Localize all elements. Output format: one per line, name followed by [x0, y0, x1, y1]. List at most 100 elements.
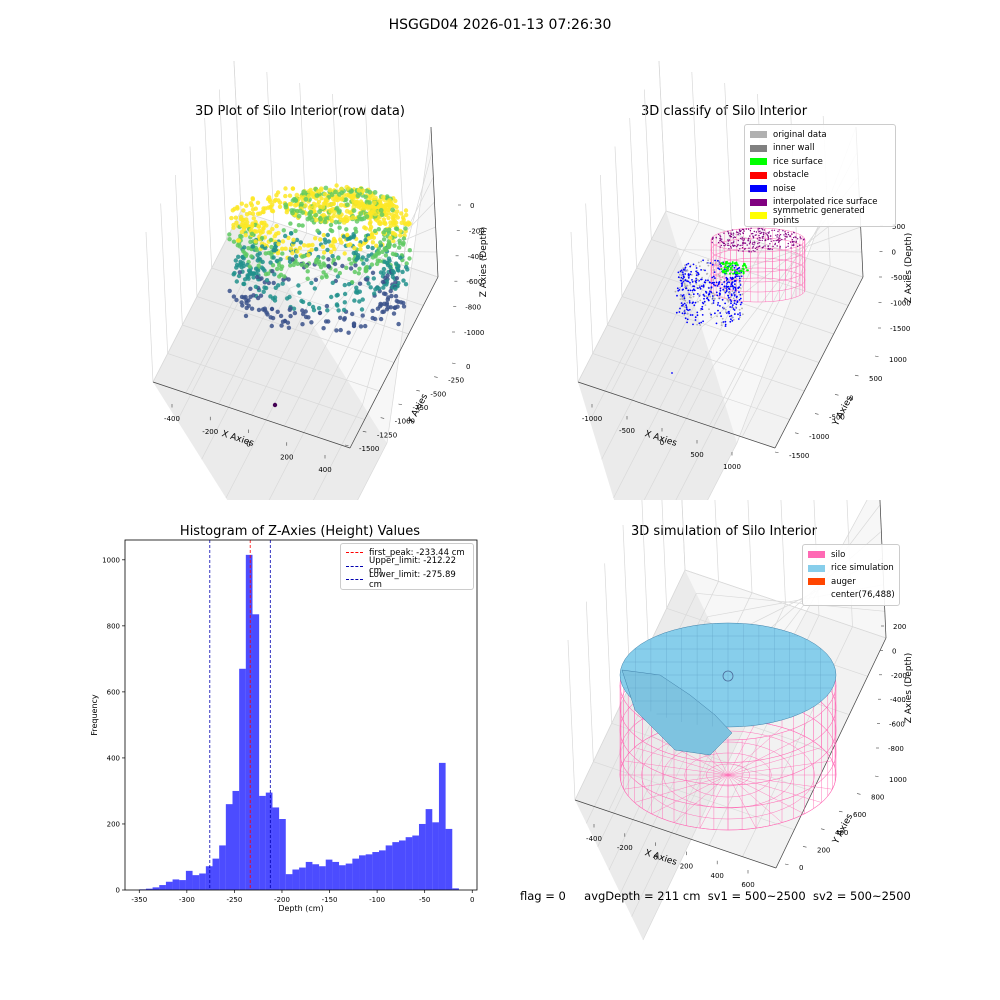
figure-title: HSGGD04 2026-01-13 07:26:30 [388, 17, 612, 33]
data-point [373, 195, 378, 201]
interpolated-point [786, 235, 788, 237]
data-point [407, 248, 412, 253]
x-tick-label: -200 [274, 896, 290, 904]
data-point [294, 202, 299, 208]
interpolated-point [734, 245, 736, 247]
grid-line [357, 442, 388, 500]
data-point [319, 275, 325, 280]
noise-point [686, 269, 689, 272]
y-tick-label: 600 [853, 811, 866, 819]
data-point [310, 304, 316, 310]
data-point [381, 230, 386, 235]
back-pane [241, 127, 438, 443]
noise-point [694, 319, 697, 321]
noise-point [679, 287, 681, 289]
interpolated-point [732, 242, 735, 244]
silo-ring [710, 267, 806, 293]
data-point [368, 211, 373, 217]
silo-floor-spoke [727, 721, 757, 776]
noise-point [728, 312, 730, 315]
histogram-bar [252, 614, 260, 890]
data-point [288, 306, 293, 311]
noise-point [714, 312, 716, 315]
noise-point [697, 272, 699, 274]
data-point [291, 237, 296, 242]
data-point [323, 319, 329, 324]
x-tick-label: -300 [179, 896, 195, 904]
data-point [236, 254, 241, 259]
interpolated-point [793, 232, 795, 234]
y-tick [838, 810, 843, 813]
y-tick [774, 451, 779, 454]
data-point [370, 308, 375, 313]
legend-item-symmetric-generated-points: symmetric generated points [750, 206, 890, 226]
interpolated-point [773, 240, 775, 242]
noise-point [676, 287, 679, 290]
z-tick-label: -500 [891, 274, 907, 282]
data-point [398, 233, 403, 238]
data-point [392, 220, 397, 226]
data-point [307, 301, 312, 307]
noise-point [679, 270, 682, 273]
panel-4-y-ticks: 1000 800 600 400 200 0 [784, 775, 907, 872]
data-point [288, 221, 293, 226]
noise-point [730, 314, 733, 317]
noise-point [706, 297, 709, 299]
data-point [268, 294, 273, 299]
data-point [279, 323, 284, 328]
interpolated-point [761, 247, 763, 249]
data-point [394, 212, 399, 217]
data-point [259, 276, 264, 281]
interpolated-point [737, 243, 739, 246]
noise-point [702, 320, 704, 323]
data-point [317, 209, 322, 215]
interpolated-point [723, 244, 725, 247]
interpolated-point [784, 238, 786, 240]
noise-point [717, 297, 720, 300]
noise-point [728, 296, 730, 299]
data-point [387, 227, 392, 232]
grid-line [570, 231, 579, 383]
histogram-bar [332, 861, 340, 890]
noise-point [678, 289, 681, 291]
noise-point [689, 281, 691, 284]
data-point [316, 306, 322, 311]
noise-point [727, 294, 729, 297]
interpolated-point [756, 238, 759, 240]
y-tick-label: -1500 [789, 452, 809, 460]
panel-1-x-ticks: -400 -200 0 200 400 [164, 404, 332, 474]
data-point [239, 222, 244, 228]
data-point [375, 258, 380, 263]
noise-point [696, 311, 699, 314]
interpolated-point [792, 241, 794, 243]
noise-point [684, 279, 687, 282]
grid-line [201, 288, 290, 460]
histogram-bar [438, 762, 446, 890]
panel-2-z-ticks: 500 0 -500 -1000 -1500 [878, 223, 911, 333]
noise-point [737, 313, 739, 316]
interpolated-point [753, 244, 755, 246]
z-tick-label: 0 [892, 647, 896, 655]
data-point [253, 239, 258, 244]
x-tick-label: -150 [322, 896, 338, 904]
silo-floor-spoke [727, 774, 805, 815]
noise-point [684, 270, 687, 273]
silo-floor-spoke [727, 774, 822, 803]
x-axis-line [577, 381, 776, 449]
noise-point [717, 264, 720, 266]
interpolated-point [757, 227, 759, 230]
z-axis-line [430, 126, 439, 278]
data-point [351, 208, 357, 214]
histogram-bar [319, 866, 326, 890]
rice-surface-point [729, 262, 732, 265]
data-point [321, 232, 326, 238]
grid-line [607, 324, 805, 392]
data-point [255, 258, 260, 263]
data-point [283, 233, 288, 239]
grid-line [313, 404, 363, 500]
noise-point [731, 284, 734, 287]
rice-surface-point [723, 266, 726, 269]
data-point [244, 305, 249, 311]
data-point [366, 253, 371, 258]
noise-point [700, 307, 703, 310]
